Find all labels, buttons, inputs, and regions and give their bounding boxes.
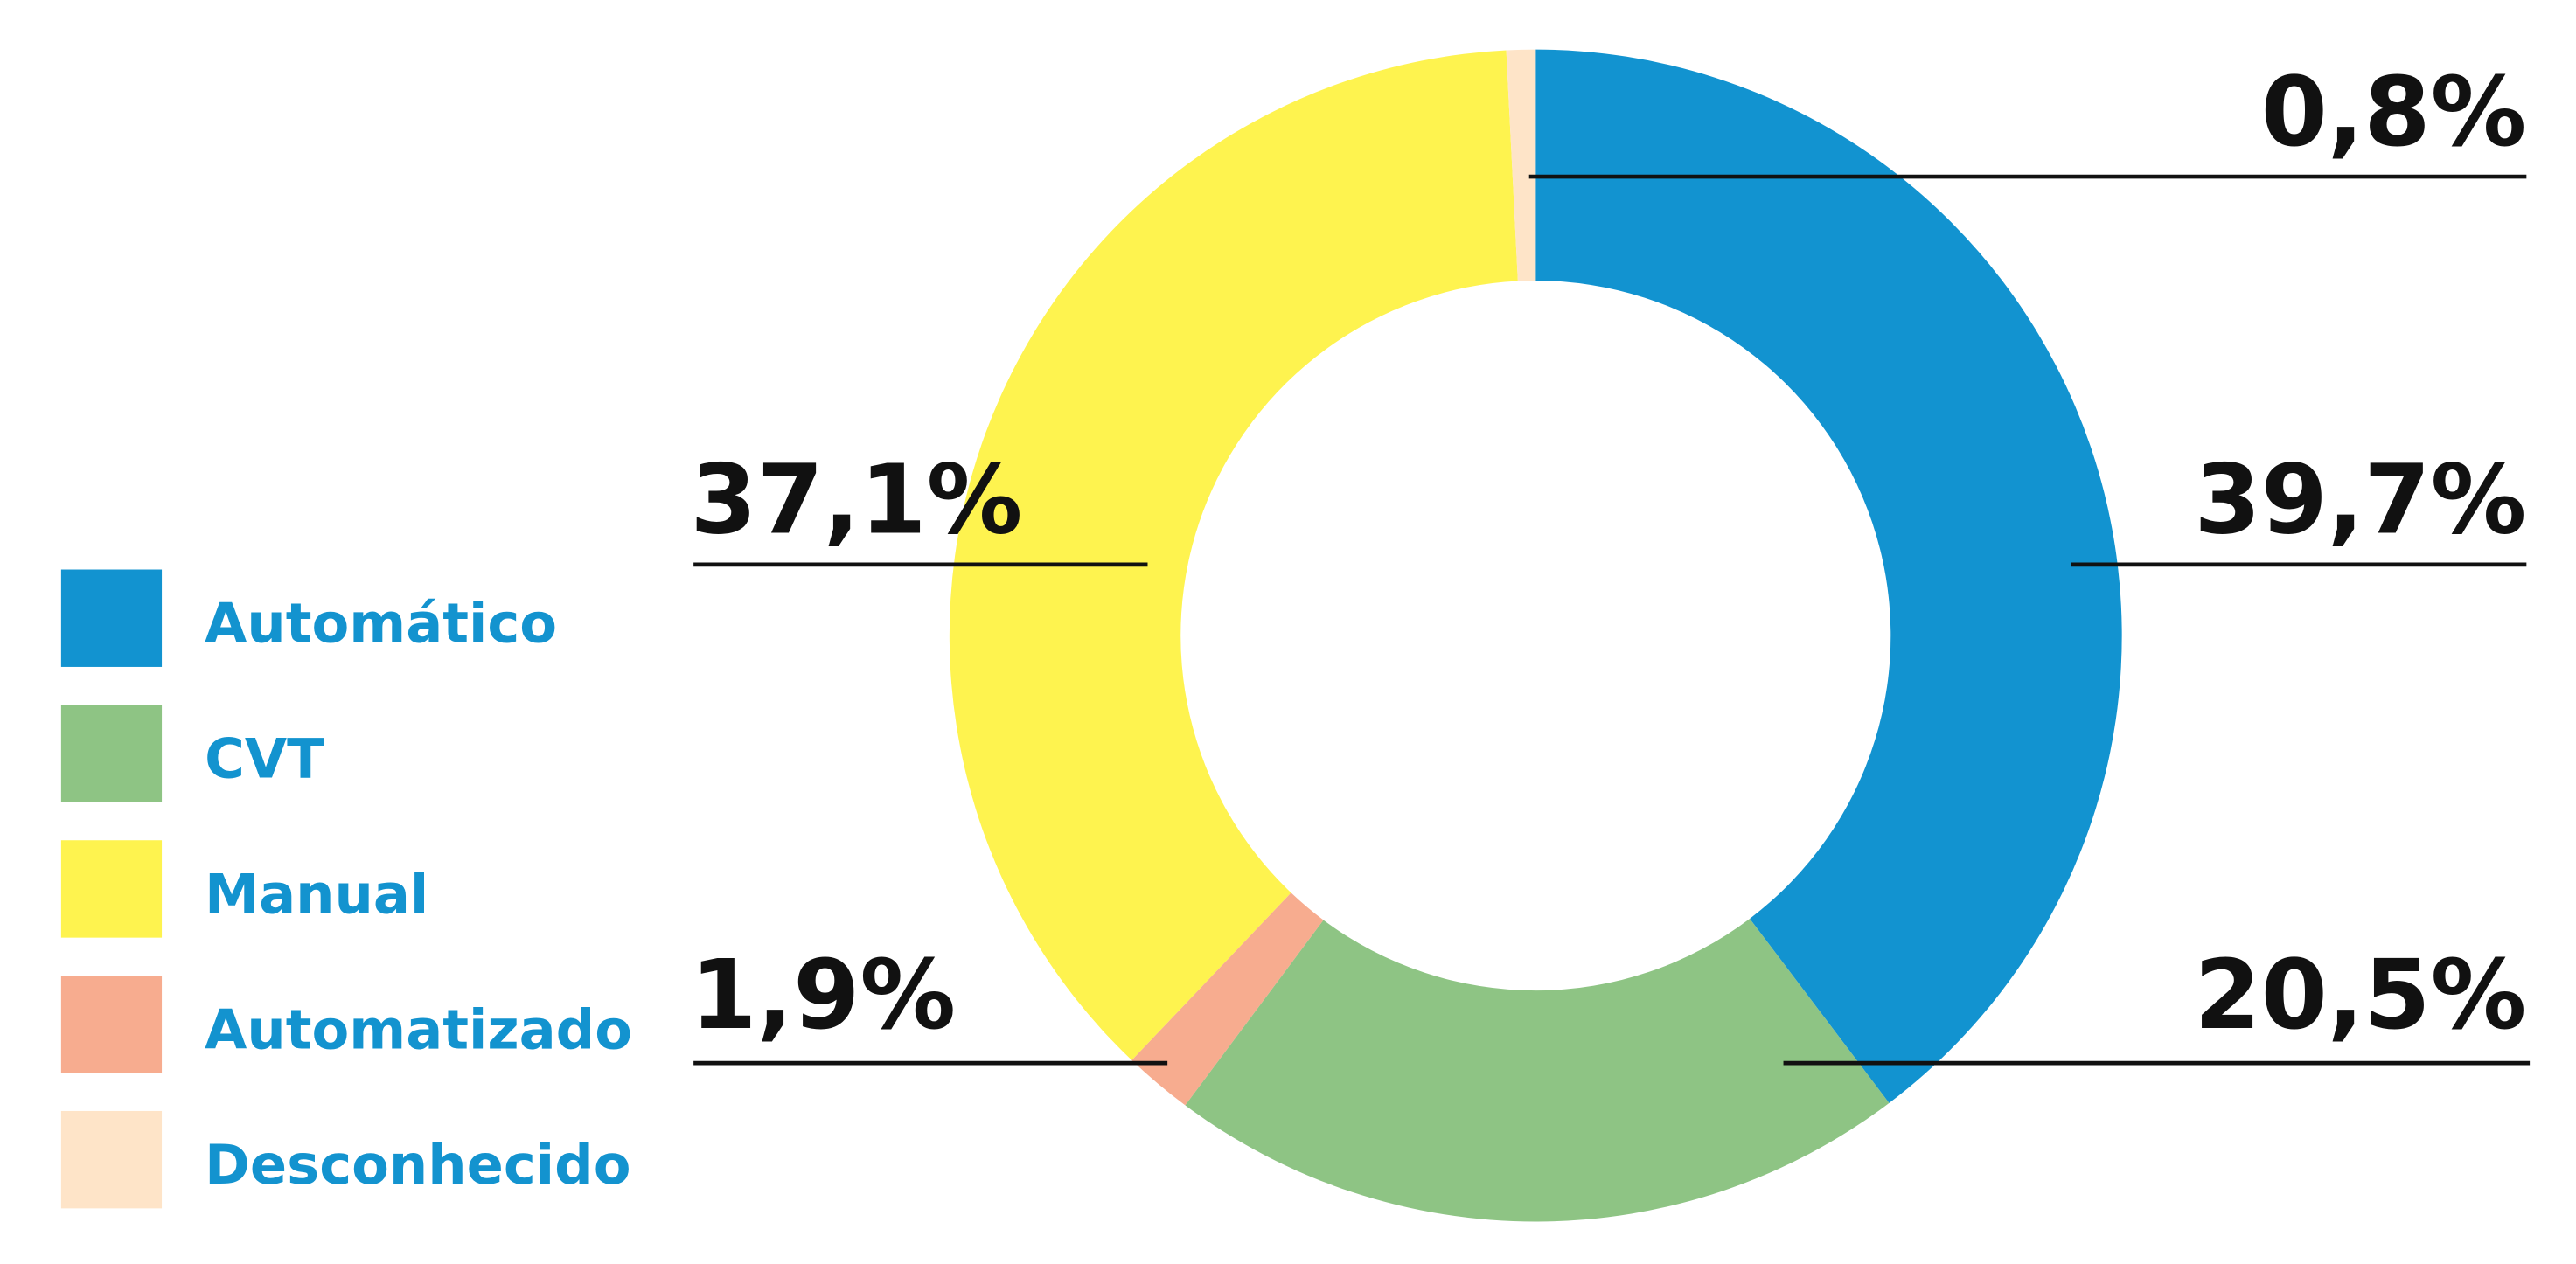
legend-swatch [60,1110,163,1209]
value-label: 1,9% [690,939,956,1051]
value-label: 20,5% [2194,939,2526,1051]
slice [949,50,1518,1060]
legend-label: Manual [205,862,428,926]
value-label: 37,1% [690,444,1022,556]
value-label: 0,8% [2261,56,2527,168]
legend-swatch [60,840,163,938]
legend-label: CVT [205,727,324,791]
slice [1185,918,1890,1222]
legend-label: Automático [205,592,557,656]
legend-label: Automatizado [205,997,632,1061]
slice [1506,49,1536,281]
slice [1131,892,1324,1106]
value-label: 39,7% [2194,444,2526,556]
legend-swatch [60,976,163,1073]
legend-label: Desconhecido [205,1133,630,1197]
legend-swatch [60,569,163,667]
legend-swatch [60,705,163,802]
slice [1535,49,2122,1103]
